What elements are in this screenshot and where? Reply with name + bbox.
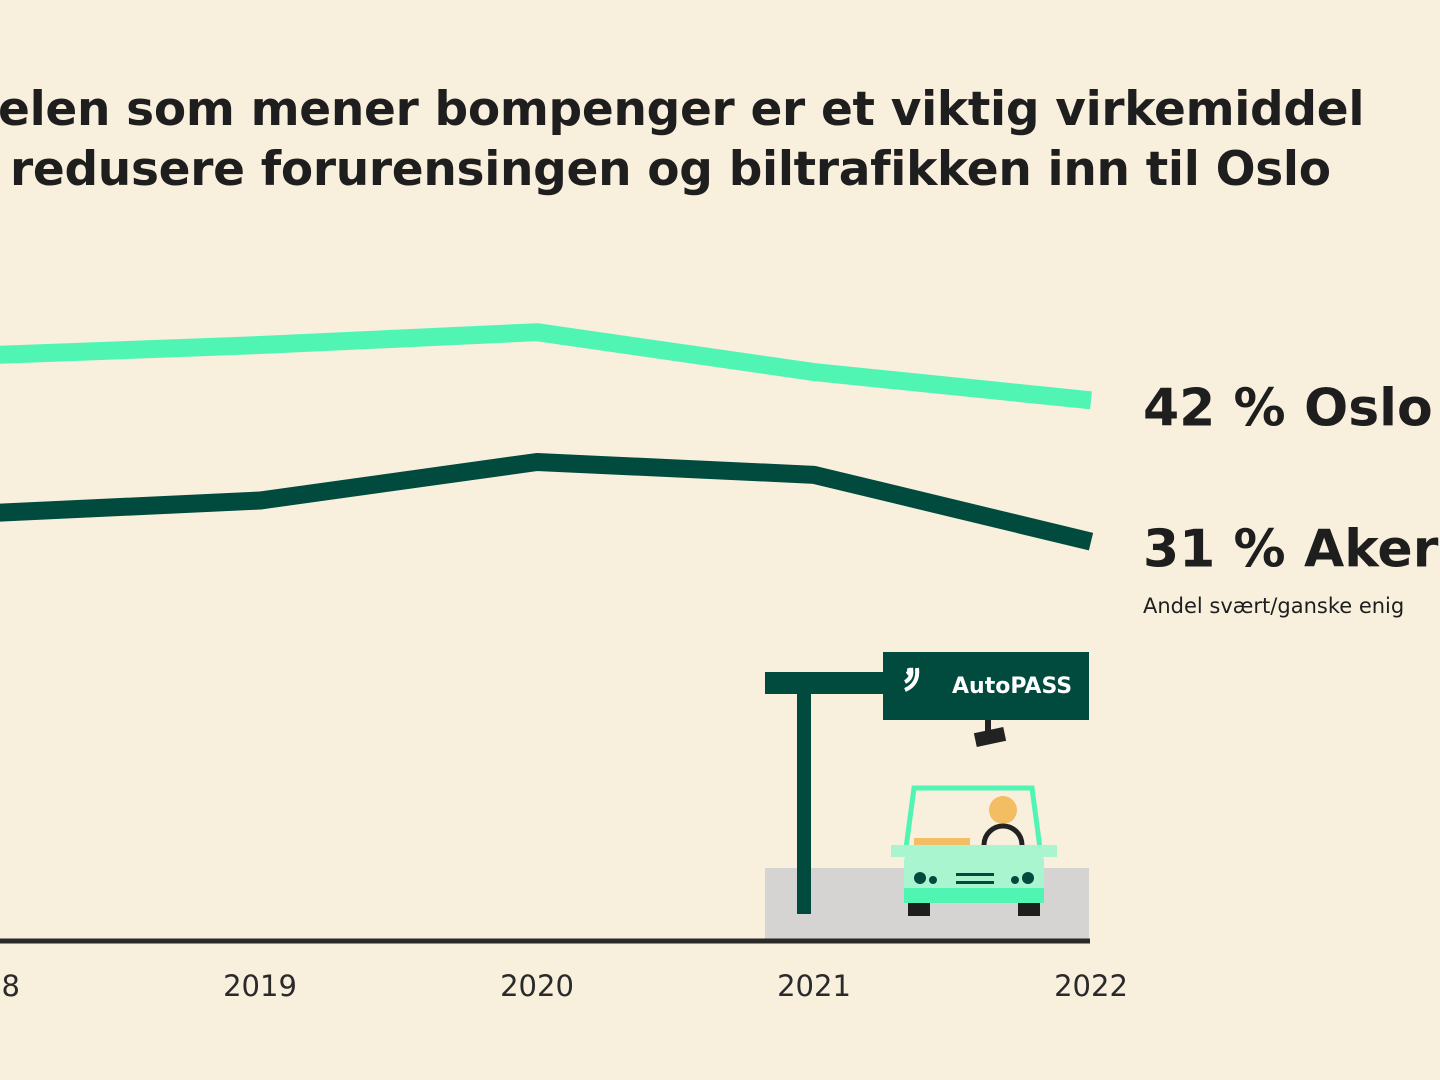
x-tick-label-2020: 2020 xyxy=(500,969,574,1003)
chart-title-line-1: elen som mener bompenger er et viktig vi… xyxy=(0,82,1365,137)
series-line-akershus xyxy=(0,452,1094,551)
x-tick-label-2019: 2019 xyxy=(223,969,297,1003)
end-label-series-oslo: Oslo xyxy=(1304,378,1433,438)
car-icon xyxy=(891,785,1057,916)
signal-icon xyxy=(903,667,920,692)
end-label-series-akershus: Akers xyxy=(1304,520,1440,580)
camera-mount xyxy=(985,720,991,732)
chart-note: Andel svært/ganske enig xyxy=(1143,594,1404,618)
toll-gantry-illustration: AutoPASS xyxy=(765,652,1089,940)
end-label-value-akershus: 31 % xyxy=(1143,520,1286,580)
gantry-arm xyxy=(765,672,895,694)
chart-title-line-2: redusere forurensingen og biltrafikken i… xyxy=(10,142,1331,197)
camera xyxy=(973,727,1007,747)
x-tick-label-2021: 2021 xyxy=(777,969,851,1003)
x-tick-label-2022: 2022 xyxy=(1054,969,1128,1003)
sign-text: AutoPASS xyxy=(952,674,1072,699)
autopass-sign xyxy=(883,652,1089,720)
series-line-oslo xyxy=(0,323,1092,410)
x-tick-label-2018: 2018 xyxy=(0,969,20,1003)
end-label-value-oslo: 42 % xyxy=(1143,378,1286,438)
gantry-pole xyxy=(797,682,811,914)
